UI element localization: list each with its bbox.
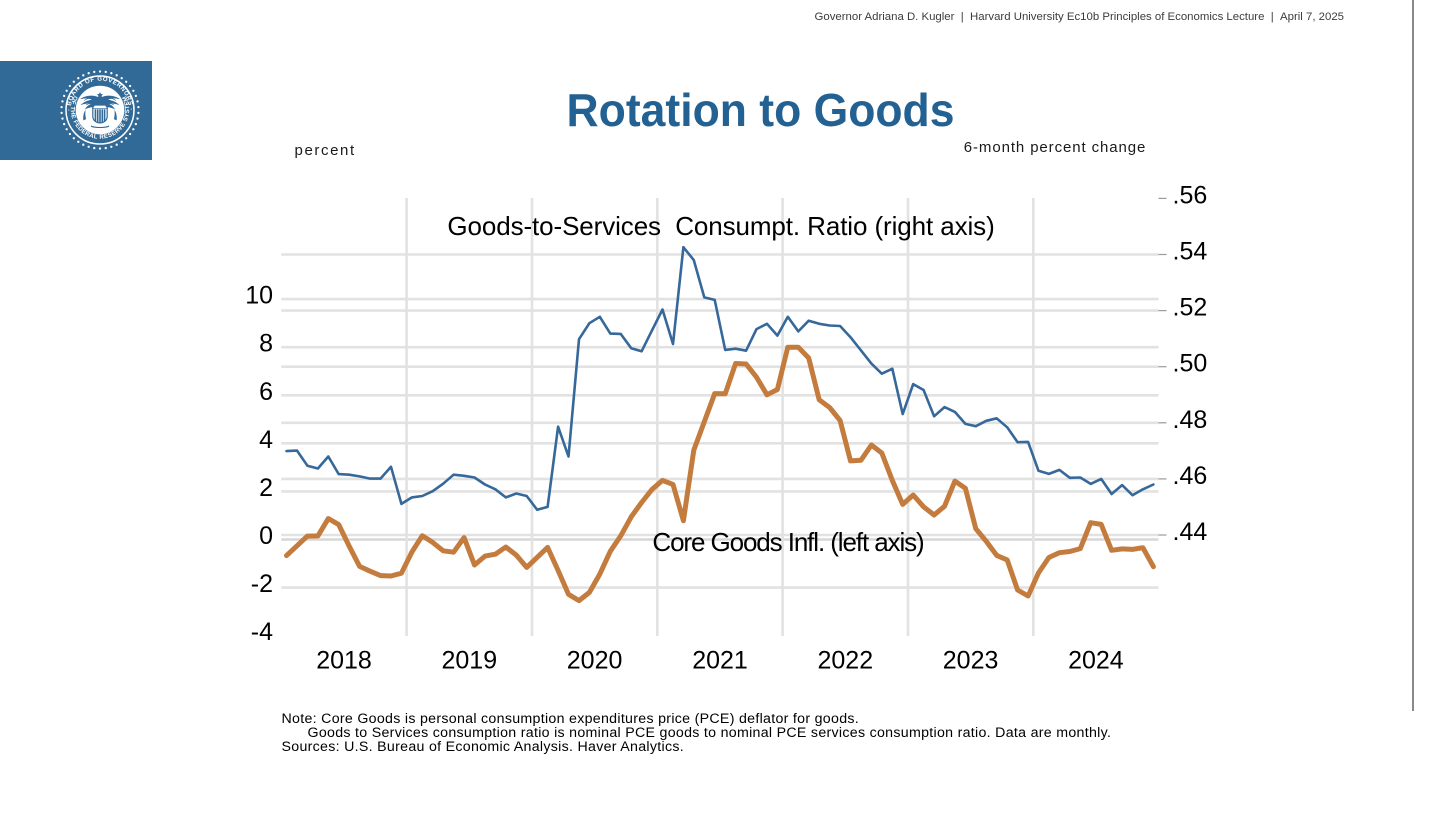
svg-text:.56: .56 bbox=[1173, 181, 1208, 209]
svg-text:.44: .44 bbox=[1173, 518, 1208, 546]
svg-text:-2: -2 bbox=[251, 570, 273, 598]
svg-text:Core Goods Infl. (left axis): Core Goods Infl. (left axis) bbox=[652, 527, 924, 557]
svg-text:-4: -4 bbox=[251, 618, 273, 646]
svg-text:2021: 2021 bbox=[692, 647, 748, 675]
svg-text:.48: .48 bbox=[1173, 406, 1208, 434]
svg-text:2018: 2018 bbox=[316, 647, 372, 675]
svg-text:2023: 2023 bbox=[943, 647, 999, 675]
svg-text:2: 2 bbox=[259, 474, 273, 502]
svg-text:2022: 2022 bbox=[817, 647, 873, 675]
svg-text:.54: .54 bbox=[1173, 238, 1208, 266]
svg-text:.46: .46 bbox=[1173, 462, 1208, 490]
svg-text:2020: 2020 bbox=[567, 647, 623, 675]
svg-text:6: 6 bbox=[259, 378, 273, 406]
svg-text:8: 8 bbox=[259, 330, 273, 358]
svg-text:.50: .50 bbox=[1173, 350, 1208, 378]
svg-text:2024: 2024 bbox=[1068, 647, 1124, 675]
svg-text:10: 10 bbox=[245, 282, 273, 310]
svg-text:0: 0 bbox=[259, 522, 273, 550]
svg-text:Goods-to-Services Consumpt. R: Goods-to-Services Consumpt. Ratio (right… bbox=[447, 211, 994, 241]
svg-text:2019: 2019 bbox=[441, 647, 497, 675]
svg-text:4: 4 bbox=[259, 426, 273, 454]
svg-text:.52: .52 bbox=[1173, 294, 1208, 322]
